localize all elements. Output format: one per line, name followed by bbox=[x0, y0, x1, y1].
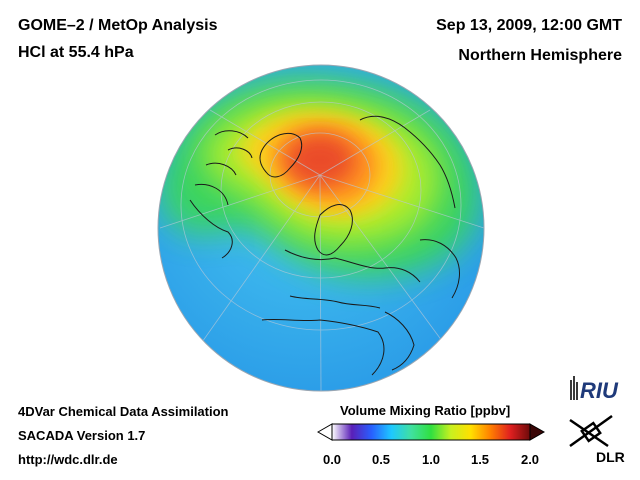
colorbar-gradient bbox=[331, 423, 531, 441]
colorbar-tick-label: 1.0 bbox=[421, 452, 441, 467]
colorbar bbox=[316, 423, 546, 441]
map-date: Sep 13, 2009, 12:00 GMT bbox=[436, 17, 622, 34]
footer-url[interactable]: http://wdc.dlr.de bbox=[18, 452, 118, 467]
coast-europe bbox=[284, 249, 421, 283]
coast-mediterranean bbox=[289, 295, 381, 309]
coast-canada-arctic bbox=[194, 130, 253, 206]
riu-logo-text: RIU bbox=[580, 378, 619, 403]
dlr-logo: DLR bbox=[569, 414, 625, 465]
coast-asia bbox=[419, 239, 460, 299]
coast-scandinavia bbox=[314, 204, 353, 256]
colorbar-right-arrow bbox=[529, 423, 546, 441]
graticule bbox=[159, 79, 484, 391]
dlr-logo-text: DLR bbox=[596, 449, 625, 465]
colorbar-tick-label: 0.0 bbox=[322, 452, 342, 467]
footer-line-2: SACADA Version 1.7 bbox=[18, 428, 146, 443]
riu-logo: RIU bbox=[570, 376, 619, 403]
colorbar-tick-label: 2.0 bbox=[520, 452, 540, 467]
colorbar-left-arrow bbox=[316, 423, 333, 441]
coast-siberia bbox=[359, 115, 456, 209]
colorbar-tick-label: 0.5 bbox=[371, 452, 391, 467]
footer-line-1: 4DVar Chemical Data Assimilation bbox=[18, 404, 229, 419]
coastlines bbox=[189, 115, 460, 376]
hcl-red-core bbox=[286, 134, 354, 186]
coast-africa bbox=[261, 318, 385, 376]
globe-outline bbox=[157, 64, 485, 392]
colorbar-tick-label: 1.5 bbox=[470, 452, 490, 467]
colorbar-title: Volume Mixing Ratio [ppbv] bbox=[340, 403, 511, 418]
coast-arabia bbox=[384, 311, 415, 371]
coast-north-america bbox=[189, 199, 233, 259]
map-subtitle: HCl at 55.4 hPa bbox=[18, 44, 134, 61]
coast-greenland bbox=[259, 132, 303, 178]
map-title: GOME–2 / MetOp Analysis bbox=[18, 17, 218, 34]
map-region: Northern Hemisphere bbox=[458, 47, 622, 64]
